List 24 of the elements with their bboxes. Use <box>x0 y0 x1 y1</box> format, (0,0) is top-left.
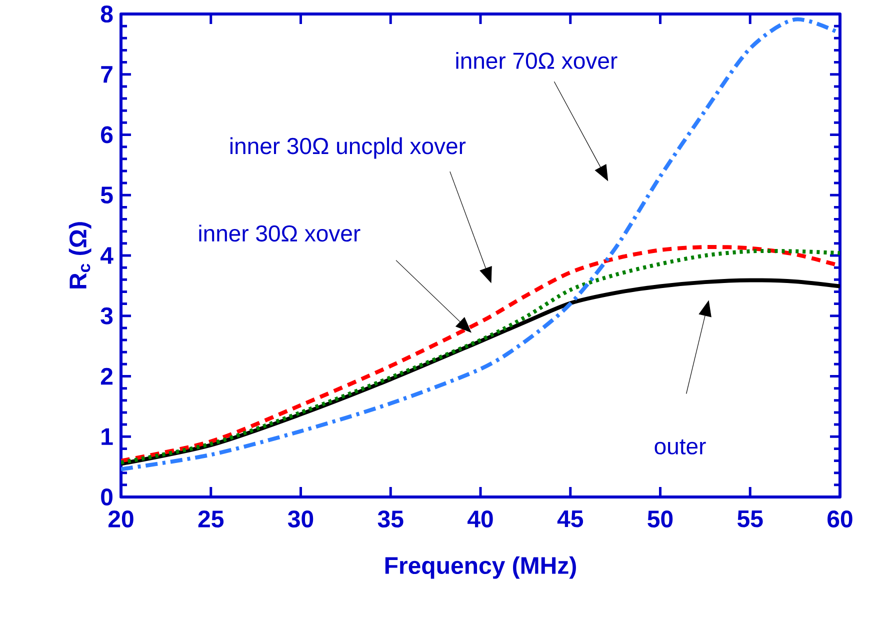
y-axis-title: R$_{c}$ (Ω) <box>68 222 92 288</box>
y-tick-label: 4 <box>100 247 114 264</box>
annotation: inner 30Ω uncpld xover <box>230 137 466 159</box>
x-tick-label: 55 <box>738 510 763 528</box>
x-tick-label: 45 <box>557 510 584 528</box>
x-tick-label: 60 <box>828 510 852 528</box>
x-axis-title: Frequency (MHz) <box>385 556 576 579</box>
annotation: inner 70Ω xover <box>456 52 618 69</box>
y-tick-label: 6 <box>101 126 113 144</box>
x-tick-label: 35 <box>378 510 404 528</box>
y-tick-label: 8 <box>100 6 113 22</box>
y-tick-label: 1 <box>102 428 113 445</box>
y-tick-label: 0 <box>101 488 112 506</box>
x-tick-label: 20 <box>108 510 134 528</box>
x-tick-label: 50 <box>648 510 673 528</box>
annotation: outer <box>654 439 706 454</box>
annotation: inner 30Ω xover <box>199 224 360 242</box>
y-tick-label: 5 <box>100 186 113 204</box>
x-tick-label: 25 <box>198 510 224 528</box>
x-tick-label: 40 <box>468 510 493 528</box>
y-tick-label: 7 <box>101 66 112 83</box>
x-tick-label: 30 <box>288 510 314 528</box>
y-tick-label: 2 <box>100 368 113 385</box>
y-tick-label: 3 <box>100 307 113 324</box>
